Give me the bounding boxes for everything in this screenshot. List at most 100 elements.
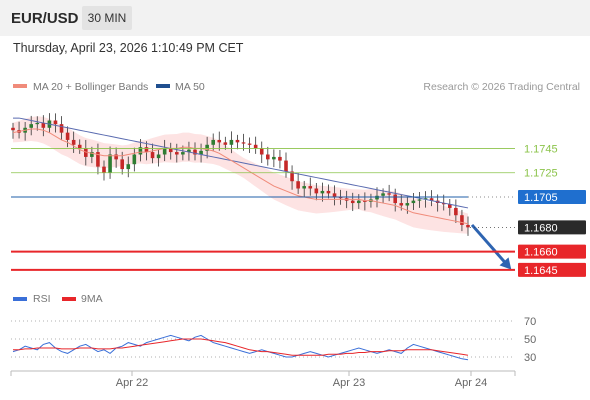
candle-body — [168, 148, 173, 153]
rsi-tick-30: 30 — [524, 352, 536, 364]
candle-body — [429, 198, 434, 201]
legend-swatch-ma20 — [13, 84, 27, 88]
candle-body — [375, 195, 379, 200]
candle-body — [411, 200, 416, 204]
candle-body — [357, 200, 361, 204]
candle-body — [175, 152, 179, 155]
time-tick-label: Apr 24 — [455, 377, 487, 389]
candle-body — [126, 164, 131, 170]
candle-body — [314, 188, 319, 194]
candle-body — [96, 152, 100, 167]
candle-body — [150, 152, 155, 159]
candle-body — [302, 186, 306, 189]
candle-body — [53, 120, 58, 125]
candle-body — [71, 139, 76, 145]
legend-swatch-rsi — [13, 297, 27, 301]
rsi-tick-50: 50 — [524, 334, 536, 346]
legend-swatch-ma50 — [156, 84, 170, 88]
candle-body — [114, 154, 118, 160]
candle-body — [138, 147, 143, 155]
candle-body — [326, 190, 331, 194]
candle-body — [338, 197, 343, 199]
level-label-1.1660: 1.1660 — [524, 247, 558, 259]
candle-body — [278, 156, 282, 161]
candle-body — [381, 193, 385, 196]
candle-body — [229, 139, 234, 145]
candle-body — [211, 139, 215, 145]
level-label-1.1725: 1.1725 — [524, 168, 558, 180]
header-bar: EUR/USD 30 MIN — [0, 0, 590, 36]
candle-body — [393, 194, 397, 204]
candle-body — [332, 193, 337, 197]
forecast-arrow-head — [499, 257, 512, 270]
legend-rsi-label: RSI — [33, 293, 51, 305]
candle-body — [460, 215, 464, 225]
candle-body — [296, 181, 300, 189]
candle-body — [132, 154, 137, 165]
copyright-text: Research © 2026 Trading Central — [423, 81, 580, 93]
price-levels: 1.1745 1.1725 1.1705 1.1680 1.1660 1.1645 — [11, 143, 586, 277]
candle-body — [350, 200, 355, 204]
candle-body — [29, 124, 33, 128]
candle-body — [387, 193, 391, 195]
candle-body — [205, 144, 209, 151]
candle-body — [253, 144, 258, 149]
rsi-tick-70: 70 — [524, 316, 536, 328]
level-label-1.1705: 1.1705 — [524, 192, 558, 204]
candle-body — [187, 149, 191, 153]
candle-body — [199, 150, 203, 155]
candle-body — [162, 148, 167, 155]
candle-body — [217, 139, 222, 143]
candle-body — [102, 166, 106, 173]
candle-body — [120, 159, 124, 170]
candle-body — [454, 207, 458, 216]
candle-body — [193, 149, 197, 155]
candle-body — [399, 203, 404, 206]
level-tag-1.1705 — [518, 190, 586, 204]
forecast-arrow-shaft — [470, 223, 510, 267]
legend-ma20-label: MA 20 + Bollinger Bands — [33, 81, 148, 93]
level-label-1.1745: 1.1745 — [524, 143, 558, 155]
candle-body — [108, 154, 112, 173]
candle-body — [241, 142, 246, 144]
level-label-1.1680: 1.1680 — [524, 222, 558, 234]
rsi-ma-line — [13, 338, 469, 356]
time-tick-label: Apr 22 — [116, 377, 148, 389]
candle-body — [448, 204, 452, 208]
candle-body — [441, 203, 446, 205]
candle-body — [181, 152, 185, 155]
level-tag-1.1645 — [518, 262, 586, 277]
candle-body — [466, 224, 470, 228]
candle-body — [363, 200, 367, 202]
candle-body — [423, 198, 428, 200]
level-tag-1.1680 — [518, 220, 586, 235]
ma20-line — [12, 128, 469, 225]
candle-body — [144, 147, 149, 153]
candle-body — [84, 148, 88, 157]
ma50-line — [13, 117, 469, 209]
candle-body — [405, 203, 410, 206]
candle-body — [90, 152, 94, 157]
legend-swatch-rsi-ma — [62, 297, 76, 301]
legend-rsi-ma-label: 9MA — [81, 293, 103, 305]
symbol-label: EUR/USD — [11, 10, 79, 27]
time-ticks: Apr 22 Apr 23 Apr 24 — [116, 371, 487, 389]
candle-body — [290, 171, 294, 182]
candle-body — [259, 148, 264, 155]
candle-body — [65, 132, 70, 140]
level-label-1.1645: 1.1645 — [524, 265, 558, 277]
candle-body — [156, 154, 161, 159]
candle-body — [417, 199, 422, 201]
candle-body — [223, 142, 228, 145]
rsi-plot: 70 50 30 — [11, 316, 536, 364]
candle-body — [59, 124, 64, 133]
candle-body — [35, 122, 40, 125]
candle-body — [272, 156, 276, 160]
timeframe-badge[interactable]: 30 MIN — [82, 6, 132, 30]
level-tag-1.1660 — [518, 244, 586, 259]
candle-body — [77, 144, 82, 149]
candle-body — [11, 127, 15, 131]
price-plot — [11, 113, 512, 270]
